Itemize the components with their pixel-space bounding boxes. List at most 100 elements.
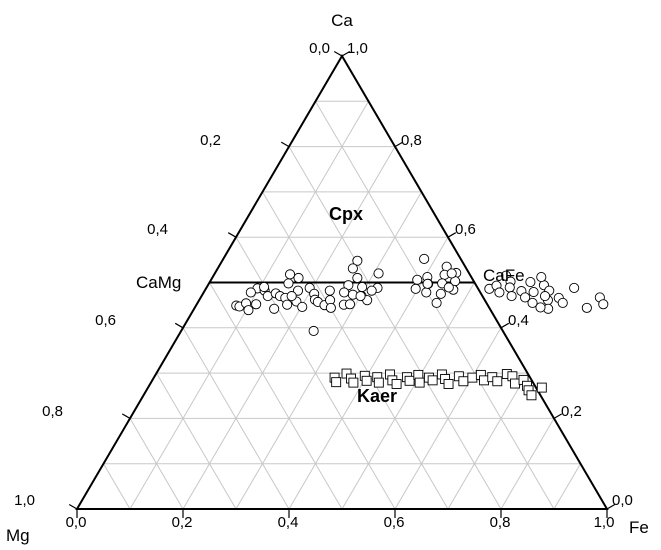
cpx-data-point bbox=[297, 301, 308, 313]
kaer-data-point bbox=[427, 375, 438, 386]
tick-mark-right bbox=[341, 50, 351, 57]
kaer-data-point bbox=[492, 376, 503, 387]
cpx-data-point bbox=[344, 299, 356, 310]
tick-mark-right bbox=[500, 322, 510, 329]
grid-line-fe bbox=[447, 372, 528, 510]
cpx-data-point bbox=[325, 302, 336, 313]
cpx-data-point bbox=[539, 291, 551, 302]
cpx-data-point bbox=[283, 278, 294, 289]
tick-mark-left bbox=[227, 232, 237, 238]
bottom-tick-label-0-0: 0,0 bbox=[66, 514, 87, 531]
cpx-data-point bbox=[525, 276, 536, 288]
cpx-data-point bbox=[355, 291, 366, 302]
cpx-data-point bbox=[357, 281, 368, 293]
cpx-data-point bbox=[286, 291, 297, 302]
cpx-data-point bbox=[569, 282, 580, 293]
tick-mark-left bbox=[174, 322, 184, 329]
left-tick-label-0-4: 0,4 bbox=[147, 221, 168, 238]
cpx-data-point bbox=[243, 305, 254, 316]
cpx-data-point bbox=[347, 263, 358, 274]
kaer-data-point bbox=[373, 377, 384, 388]
series-label-cpx: Cpx bbox=[329, 204, 363, 224]
cpx-data-point bbox=[419, 253, 430, 264]
cpx-data-point bbox=[352, 255, 363, 266]
cpx-data-point bbox=[282, 299, 293, 310]
data-points bbox=[231, 253, 609, 401]
tick-marks bbox=[68, 50, 616, 518]
grid-line-fe bbox=[500, 418, 555, 510]
top-vertex-tick-label-left: 0,0 bbox=[309, 40, 330, 57]
kaer-data-point bbox=[526, 390, 537, 401]
tick-mark-right bbox=[394, 141, 404, 148]
kaer-data-point bbox=[391, 379, 402, 389]
tick-mark-left bbox=[333, 50, 343, 57]
kaer-data-point bbox=[361, 375, 372, 386]
grid-line-fe bbox=[553, 463, 581, 510]
series-label-kaer: Kaer bbox=[357, 386, 397, 406]
kaer-data-point bbox=[479, 375, 489, 386]
grid-line-mg bbox=[103, 463, 131, 510]
grid-line-fe bbox=[394, 327, 502, 510]
cpx-data-point bbox=[443, 282, 454, 293]
tick-mark-right bbox=[606, 503, 616, 510]
tick-mark-left bbox=[121, 413, 131, 419]
cpx-data-point bbox=[410, 283, 421, 294]
vertex-label-left: Mg bbox=[6, 526, 30, 545]
cpx-data-point bbox=[292, 285, 304, 296]
cpx-data-point bbox=[528, 286, 539, 298]
left-tick-label-0-2: 0,2 bbox=[200, 132, 221, 149]
cpx-data-point bbox=[251, 299, 262, 310]
cpx-data-point bbox=[421, 287, 432, 298]
left-tick-label-1-0: 1,0 bbox=[14, 492, 35, 509]
cpx-data-point bbox=[259, 281, 270, 293]
bottom-tick-label-1-0: 1,0 bbox=[594, 514, 615, 531]
cpx-data-point bbox=[412, 274, 423, 285]
cpx-data-point bbox=[557, 297, 568, 308]
cpx-data-point bbox=[520, 292, 531, 303]
tick-mark-right bbox=[447, 232, 457, 238]
grid-line-fe bbox=[235, 191, 422, 510]
cpx-data-point bbox=[373, 268, 384, 279]
top-vertex-tick-label-right: 1,0 bbox=[347, 40, 368, 57]
cpx-data-point bbox=[536, 272, 547, 283]
cpx-data-point bbox=[339, 287, 350, 298]
cpx-data-point bbox=[494, 287, 505, 298]
join-label-left: CaMg bbox=[136, 273, 181, 292]
kaer-data-point bbox=[331, 377, 342, 388]
kaer-data-point bbox=[414, 377, 425, 388]
join-label-right: CaFe bbox=[483, 266, 525, 285]
tick-mark-left bbox=[280, 141, 290, 148]
cpx-data-point bbox=[527, 297, 538, 308]
cpx-data-point bbox=[324, 285, 335, 296]
bottom-tick-label-0-2: 0,2 bbox=[172, 514, 193, 531]
cpx-data-point bbox=[422, 278, 433, 289]
cpx-data-point bbox=[431, 297, 442, 308]
cpx-data-point bbox=[598, 299, 609, 310]
bottom-tick-label-0-6: 0,6 bbox=[384, 514, 405, 531]
cpx-data-point bbox=[506, 291, 517, 302]
grid-line-mg bbox=[262, 191, 449, 510]
cpx-data-point bbox=[446, 268, 457, 279]
kaer-data-point bbox=[404, 375, 415, 386]
cpx-data-point bbox=[245, 287, 256, 298]
cpx-data-point bbox=[352, 272, 363, 284]
right-tick-label-0-4: 0,4 bbox=[508, 312, 529, 329]
cpx-data-point bbox=[269, 303, 280, 314]
kaer-data-point bbox=[348, 377, 359, 388]
right-tick-label-0-6: 0,6 bbox=[455, 221, 476, 238]
cpx-data-point bbox=[366, 285, 377, 296]
left-tick-label-0-8: 0,8 bbox=[42, 403, 63, 420]
grid-line-mg bbox=[182, 327, 290, 510]
left-tick-label-0-6: 0,6 bbox=[95, 312, 116, 329]
kaer-data-point bbox=[458, 376, 469, 387]
bottom-tick-label-0-4: 0,4 bbox=[278, 514, 299, 531]
vertex-label-top: Ca bbox=[331, 11, 353, 30]
cpx-data-point bbox=[308, 325, 319, 337]
cpx-data-point bbox=[285, 269, 296, 280]
cpx-data-point bbox=[293, 272, 304, 284]
grid-line-mg bbox=[129, 418, 184, 510]
bottom-tick-label-0-8: 0,8 bbox=[490, 514, 511, 531]
right-tick-label-0-8: 0,8 bbox=[401, 132, 422, 149]
kaer-data-point bbox=[510, 378, 520, 389]
kaer-data-point bbox=[443, 379, 454, 389]
